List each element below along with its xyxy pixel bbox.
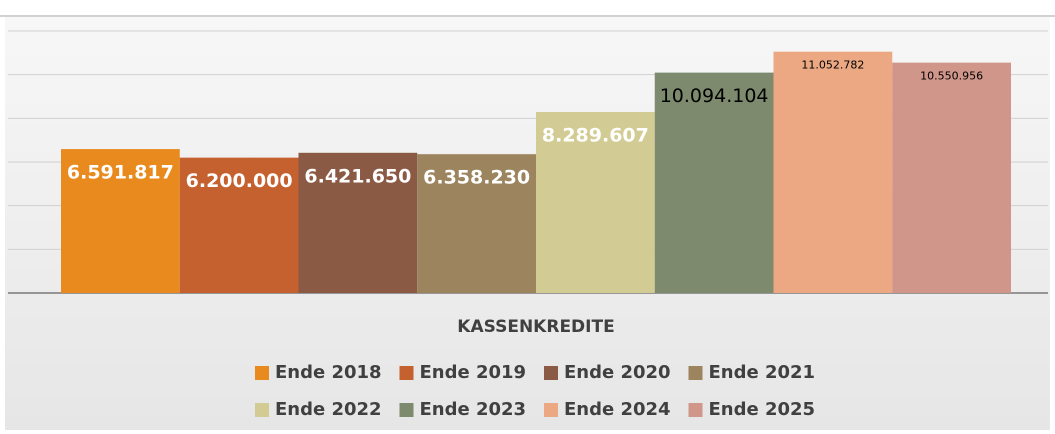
data-label: 6.421.650 <box>304 165 411 187</box>
bar <box>417 154 536 293</box>
data-label: 6.591.817 <box>67 162 174 184</box>
legend-label: Ende 2023 <box>420 399 527 420</box>
legend-label: Ende 2018 <box>275 362 382 383</box>
legend-label: Ende 2020 <box>564 362 671 383</box>
bar <box>536 112 655 293</box>
legend-label: Ende 2025 <box>709 399 816 420</box>
legend-swatch <box>544 403 558 417</box>
x-tick-label: KASSENKREDITE <box>457 317 614 337</box>
bar <box>298 152 418 293</box>
legend-swatch <box>544 366 558 380</box>
bar <box>892 62 1011 294</box>
legend-swatch <box>255 366 269 380</box>
legend-swatch <box>688 403 703 417</box>
bar <box>61 149 180 293</box>
legend-swatch <box>399 403 414 417</box>
data-label: 10.094.104 <box>660 85 769 107</box>
legend-label: Ende 2019 <box>420 362 527 383</box>
data-label: 10.550.956 <box>920 70 983 83</box>
legend-label: Ende 2024 <box>564 399 671 420</box>
data-label: 11.052.782 <box>801 59 864 72</box>
data-label: 8.289.607 <box>542 125 649 147</box>
bar <box>654 72 774 293</box>
legend-swatch <box>255 403 269 417</box>
legend-label: Ende 2021 <box>709 362 816 383</box>
legend-label: Ende 2022 <box>275 399 382 420</box>
data-label: 6.200.000 <box>186 170 293 192</box>
bar <box>773 51 893 294</box>
legend-swatch <box>688 366 703 380</box>
bar <box>179 157 299 293</box>
data-label: 6.358.230 <box>423 167 530 189</box>
legend-swatch <box>399 366 414 380</box>
